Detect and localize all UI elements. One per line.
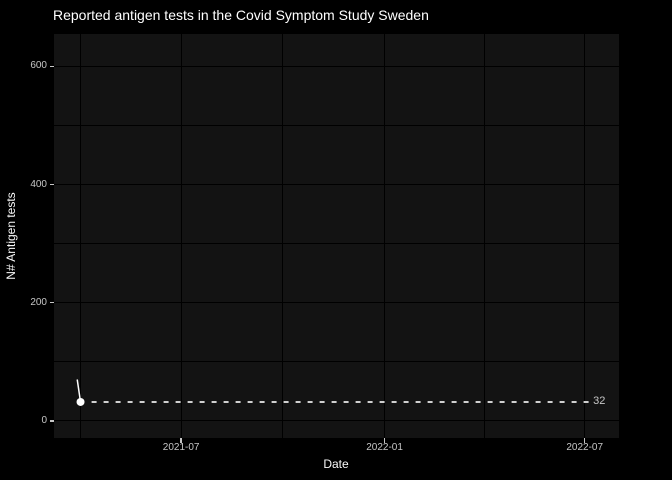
y-tick-mark: [49, 420, 54, 422]
chart-title: Reported antigen tests in the Covid Symp…: [53, 7, 429, 23]
x-gridline: [180, 34, 182, 438]
x-tick-label: 2021-07: [162, 441, 200, 453]
y-gridline: [54, 125, 619, 127]
y-gridline: [54, 420, 619, 422]
x-tick-mark: [383, 438, 386, 443]
y-gridline: [54, 184, 619, 186]
x-tick-label: 2022-01: [366, 441, 403, 453]
plot-panel: [54, 34, 619, 438]
y-tick-mark: [49, 65, 54, 68]
x-tick-mark: [180, 438, 182, 443]
y-tick-label: 200: [30, 296, 47, 308]
y-gridline: [54, 65, 619, 67]
y-gridline: [54, 302, 619, 304]
y-gridline: [54, 361, 619, 363]
y-tick-label: 0: [41, 414, 47, 426]
x-gridline: [80, 34, 82, 438]
y-gridline: [54, 243, 619, 245]
reference-value-label: 32: [593, 395, 606, 408]
x-tick-label: 2022-07: [566, 441, 604, 453]
x-tick-mark: [583, 438, 586, 443]
x-gridline: [282, 34, 284, 438]
y-tick-mark: [49, 183, 54, 186]
x-axis-label: Date: [323, 457, 349, 471]
y-axis-label: N# Antigen tests: [4, 192, 18, 280]
x-gridline: [584, 34, 586, 438]
x-gridline: [384, 34, 386, 438]
y-tick-label: 400: [30, 178, 47, 190]
y-tick-mark: [49, 301, 54, 304]
x-gridline: [483, 34, 485, 438]
y-tick-label: 600: [30, 60, 47, 72]
